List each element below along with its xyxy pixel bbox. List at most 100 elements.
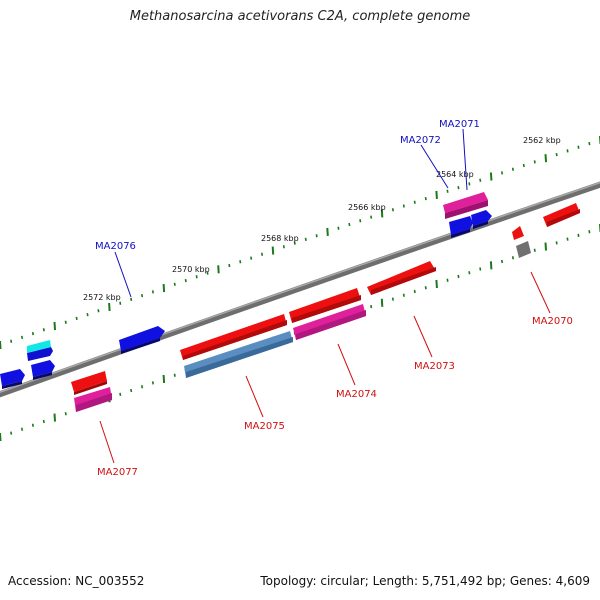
major-tick [271,246,275,255]
minor-tick [391,297,394,301]
minor-tick [42,328,45,332]
forward-gene[interactable] [0,369,25,389]
forward-gene[interactable] [31,360,55,380]
minor-tick [315,234,318,238]
upper-tick-track [0,136,600,350]
gene-label-ma2072[interactable]: MA2072 [400,135,441,146]
minor-tick [555,152,558,157]
minor-tick [577,233,580,238]
major-tick [217,265,220,274]
minor-tick [21,335,24,340]
minor-tick [501,171,504,175]
major-tick [53,321,56,331]
minor-tick [468,271,471,275]
major-tick [489,172,493,181]
reverse-gene[interactable] [367,261,436,295]
forward-gene[interactable] [27,347,53,361]
gene-label-ma2077[interactable]: MA2077 [97,467,138,478]
minor-tick [413,200,416,204]
minor-tick [184,278,187,283]
minor-tick [446,278,449,282]
minor-tick [391,208,394,212]
major-tick [380,298,384,307]
reverse-gene[interactable] [184,331,293,378]
major-tick [326,227,329,236]
kbp-label: 2566 kbp [348,203,386,212]
minor-tick [42,419,45,424]
minor-tick [337,226,340,230]
kbp-label: 2562 kbp [523,136,561,145]
reverse-gene[interactable] [543,203,580,227]
reverse-gene[interactable] [289,288,361,323]
minor-tick [86,312,89,317]
major-tick [0,432,2,442]
major-tick [544,242,547,251]
major-tick [435,190,438,199]
minor-tick [64,412,67,416]
minor-tick [555,241,558,245]
minor-tick [457,274,460,279]
minor-tick [130,388,133,393]
gene-label-ma2074[interactable]: MA2074 [336,389,377,400]
minor-tick [533,160,536,164]
reverse-gene[interactable] [71,371,107,395]
minor-tick [588,141,591,146]
minor-tick [370,215,373,219]
minor-tick [119,392,122,397]
reverse-gene[interactable] [516,241,531,258]
forward-gene[interactable] [119,326,165,354]
minor-tick [173,373,176,377]
gene-label-ma2076[interactable]: MA2076 [95,241,136,252]
minor-tick [130,297,133,302]
reverse-gene[interactable] [180,314,287,360]
accession-text: Accession: NC_003552 [8,574,145,588]
minor-tick [348,222,351,227]
minor-tick [250,256,253,260]
genome-backbone [0,181,600,398]
minor-tick [239,260,242,264]
minor-tick [97,309,100,313]
minor-tick [31,331,34,336]
minor-tick [533,248,536,252]
minor-tick [151,381,154,385]
minor-tick [119,301,122,305]
minor-tick [457,185,460,190]
minor-tick [511,167,514,171]
major-tick [489,261,493,270]
genome-summary-text: Topology: circular; Length: 5,751,492 bp… [260,574,590,588]
map-title: Methanosarcina acetivorans C2A, complete… [129,9,471,24]
minor-tick [424,196,427,201]
gene-label-ma2071[interactable]: MA2071 [439,119,480,130]
forward-gene[interactable] [27,340,51,353]
gene-label-ma2073[interactable]: MA2073 [414,361,455,372]
reverse-gene[interactable] [293,304,366,340]
minor-tick [151,290,154,294]
minor-tick [64,320,67,324]
minor-tick [206,271,209,275]
forward-gene[interactable] [471,210,492,229]
forward-gene[interactable] [449,216,473,238]
major-tick [162,284,166,293]
minor-tick [522,163,525,168]
kbp-label: 2564 kbp [436,170,474,179]
minor-tick [468,182,471,186]
kbp-label: 2568 kbp [261,234,299,243]
reverse-gene[interactable] [74,387,112,412]
minor-tick [10,339,13,343]
kbp-label: 2570 kbp [172,265,210,274]
minor-tick [10,431,13,435]
minor-tick [75,316,78,321]
gene-label-ma2070[interactable]: MA2070 [532,316,573,327]
reverse-gene[interactable] [512,226,524,240]
minor-tick [141,293,144,298]
major-tick [380,209,384,218]
minor-tick [31,423,34,427]
gene-label-ma2075[interactable]: MA2075 [244,421,285,432]
major-tick [53,413,56,422]
minor-tick [293,241,296,245]
label-leader-lines [99,128,551,464]
minor-tick [304,237,307,242]
forward-gene[interactable] [443,192,488,219]
minor-tick [141,385,144,389]
